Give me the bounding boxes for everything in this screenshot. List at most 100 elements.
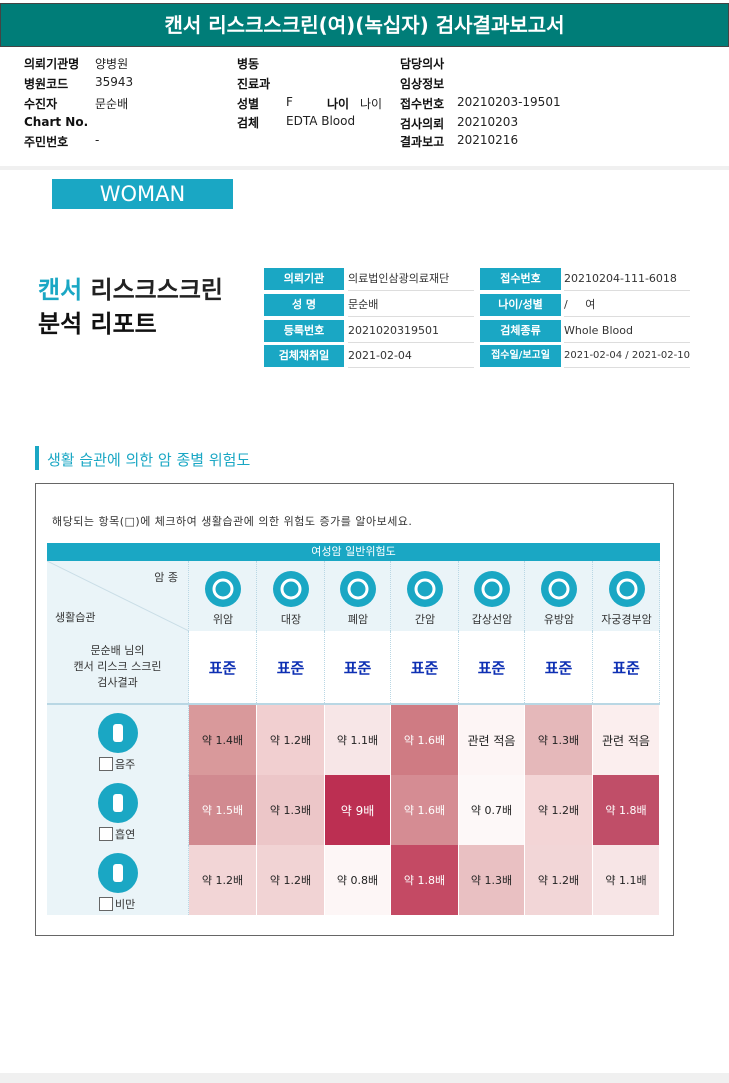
header-label: 접수번호	[400, 97, 445, 111]
lung-icon	[340, 571, 376, 607]
report-heading-accent: 캔서	[38, 276, 83, 304]
result-value-cell: 표준	[257, 631, 325, 703]
standard-label: 표준	[612, 658, 640, 677]
info-label: 나이/성별	[480, 294, 561, 316]
header-value: EDTA Blood	[286, 114, 356, 128]
patient-header: 의뢰기관명 양병원 병원코드 35943 수진자 문순배 Chart No. 주…	[0, 50, 729, 167]
result-label-line: 문순배 님의	[90, 644, 145, 657]
cancer-header-cell: 위암	[189, 561, 257, 631]
footer-strip	[0, 1073, 729, 1083]
info-value: / 여	[564, 294, 690, 317]
result-value-cell: 표준	[391, 631, 459, 703]
risk-value-cell: 관련 적음	[593, 705, 660, 775]
result-label-cell: 문순배 님의 캔서 리스크 스크린 검사결과	[47, 631, 189, 703]
header-label: Chart No.	[24, 115, 89, 129]
cancer-name: 폐암	[347, 613, 369, 626]
header-label: 검체	[237, 116, 260, 130]
risk-value-cell: 약 1.2배	[525, 845, 593, 915]
result-value-cell: 표준	[459, 631, 525, 703]
corner-bottom-label: 생활습관	[55, 611, 96, 624]
risk-value-cell: 약 1.5배	[189, 775, 257, 845]
risk-value-cell: 약 1.1배	[325, 705, 391, 775]
cancer-name: 간암	[414, 613, 436, 626]
habit-name: 흡연	[115, 828, 136, 841]
info-value: 2021-02-04 / 2021-02-10	[564, 345, 690, 368]
corner-cell: 암 종 생활습관	[47, 561, 189, 631]
info-label: 의뢰기관	[264, 268, 344, 290]
standard-label: 표준	[410, 658, 439, 677]
risk-value-cell: 약 1.2배	[257, 845, 325, 915]
risk-value-cell: 약 1.3배	[525, 705, 593, 775]
standard-label: 표준	[276, 658, 305, 677]
habit-checkbox[interactable]	[99, 897, 113, 911]
risk-value-cell: 약 1.3배	[459, 845, 525, 915]
report-heading-line2: 분석 리포트	[38, 310, 157, 338]
woman-tag: WOMAN	[52, 179, 233, 209]
info-value: 2021-02-04	[348, 345, 474, 368]
header-label: 진료과	[237, 77, 271, 91]
header-value: F	[286, 95, 293, 109]
cancer-header-cell: 자궁경부암	[593, 561, 660, 631]
risk-value-cell: 약 1.3배	[257, 775, 325, 845]
info-value: Whole Blood	[564, 320, 690, 343]
colon-icon	[273, 571, 309, 607]
risk-value-cell: 약 0.8배	[325, 845, 391, 915]
cancer-name: 갑상선암	[471, 613, 513, 626]
breast-icon	[541, 571, 577, 607]
info-value: 의료법인삼광의료재단	[348, 268, 474, 291]
risk-value-cell: 약 1.2배	[189, 845, 257, 915]
report-title: 캔서 리스크스크린(여)(녹십자) 검사결과보고서	[0, 3, 729, 47]
info-label: 접수번호	[480, 268, 561, 290]
habit-label-cell: 비만	[47, 845, 189, 915]
info-value: 2021020319501	[348, 320, 474, 343]
header-value: 문순배	[95, 97, 129, 111]
risk-value-cell: 약 1.2배	[257, 705, 325, 775]
smoking-icon	[98, 783, 138, 823]
habit-checkbox[interactable]	[99, 757, 113, 771]
cancer-header-cell: 대장	[257, 561, 325, 631]
header-label: 검사의뢰	[400, 117, 445, 131]
header-label: 나이	[327, 97, 350, 111]
cancer-name: 자궁경부암	[601, 613, 652, 626]
risk-table-title: 여성암 일반위험도	[47, 543, 660, 561]
risk-value-cell: 관련 적음	[459, 705, 525, 775]
risk-value-cell: 약 9배	[325, 775, 391, 845]
cancer-name: 대장	[280, 613, 302, 626]
habit-name: 비만	[115, 898, 136, 911]
header-value: -	[95, 133, 100, 147]
info-value: 문순배	[348, 294, 474, 317]
header-value: 20210216	[457, 133, 519, 147]
section-title: 생활 습관에 의한 암 종별 위험도	[47, 451, 251, 469]
risk-value-cell: 약 1.6배	[391, 705, 459, 775]
risk-value-cell: 약 1.6배	[391, 775, 459, 845]
info-label: 접수일/보고일	[480, 345, 561, 367]
cancer-header-cell: 폐암	[325, 561, 391, 631]
standard-label: 표준	[544, 658, 573, 677]
standard-label: 표준	[208, 658, 237, 677]
standard-label: 표준	[477, 658, 506, 677]
obesity-icon	[98, 853, 138, 893]
header-value: 20210203	[457, 115, 519, 129]
result-value-cell: 표준	[189, 631, 257, 703]
cancer-header-cell: 유방암	[525, 561, 593, 631]
risk-box	[35, 483, 674, 936]
uterus-icon	[608, 571, 645, 607]
habit-name: 음주	[115, 758, 136, 771]
risk-value-cell: 약 1.4배	[189, 705, 257, 775]
header-label: 성별	[237, 97, 260, 111]
header-label: 담당의사	[400, 57, 445, 71]
cancer-name: 유방암	[543, 613, 575, 626]
cancer-header-cell: 갑상선암	[459, 561, 525, 631]
header-label: 병동	[237, 57, 260, 71]
liver-icon	[407, 571, 443, 607]
section-marker	[35, 446, 39, 470]
instruction-text: 해당되는 항목(□)에 체크하여 생활습관에 의한 위험도 증가를 알아보세요.	[52, 515, 413, 528]
risk-value-cell: 약 1.8배	[391, 845, 459, 915]
header-label: 주민번호	[24, 135, 69, 149]
habit-label-cell: 흡연	[47, 775, 189, 845]
cancer-header-cell: 간암	[391, 561, 459, 631]
header-label: 의뢰기관명	[24, 57, 80, 71]
risk-value-cell: 약 1.1배	[593, 845, 660, 915]
habit-checkbox[interactable]	[99, 827, 113, 841]
report-heading: 캔서 리스크스크린	[38, 270, 223, 305]
